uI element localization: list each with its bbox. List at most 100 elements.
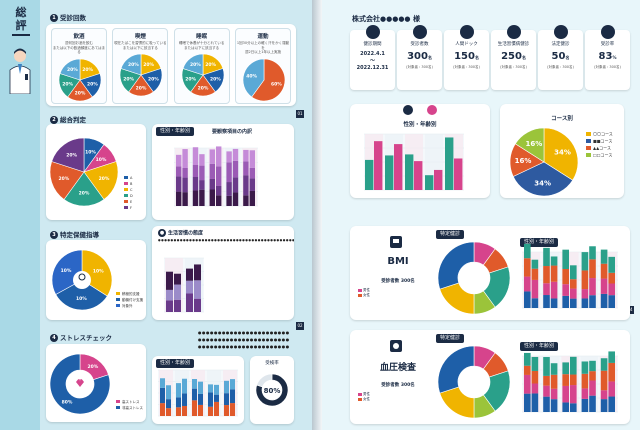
barsBMI-bar <box>581 270 589 290</box>
donut3-legend-swatch <box>116 298 120 301</box>
donut2-legend-text: D <box>130 194 133 198</box>
kpi-unit: 名 <box>521 55 526 60</box>
blood-pressure-icon <box>390 340 402 352</box>
barsBP-bar <box>524 374 531 394</box>
barsBP-bar <box>570 385 577 404</box>
barsBMI-bar <box>581 298 589 308</box>
barsBMI-bar <box>570 279 577 289</box>
bars3-bar <box>166 271 173 290</box>
bars2-bar <box>199 189 205 206</box>
bmi-icon <box>390 236 402 248</box>
barsBP-bar <box>581 388 589 399</box>
stress-chart-tab: 性別・年齢別 <box>156 359 195 368</box>
donut4-label: 80% <box>62 399 73 405</box>
barsBP-bar <box>581 373 589 389</box>
section3-label: 3 特定保健指導 <box>50 229 99 239</box>
stress-ring-slice <box>255 373 289 407</box>
course-pie-chart: 34% 34% 16% 16% 〇〇コース ■■コース ▲▲コース □□コース <box>509 127 613 197</box>
bars4-bar <box>166 399 171 409</box>
bars4-bar <box>214 394 219 402</box>
lifestyle-pie-label: 20% <box>87 81 98 87</box>
overall-chart-tab: 性別・年齢別 <box>156 127 195 136</box>
bars2-bar <box>216 195 222 206</box>
kpi-value: 150名 <box>454 51 479 62</box>
bars3-bar <box>186 268 193 281</box>
bars3-bar <box>186 293 193 312</box>
bars2-bar <box>249 190 255 206</box>
lifestyle-item-title: 睡眠 <box>196 34 208 40</box>
kpi-value: 83% <box>598 51 617 62</box>
kpi-icon <box>365 25 380 39</box>
bars3-bar <box>194 298 201 312</box>
section1-label-text: 受診回数 <box>60 14 86 22</box>
stress-note-dots-1: ●●●●●●●●●●●●●●●●●●●●●●● <box>198 330 290 335</box>
barsBMI-bar <box>550 281 558 299</box>
barsBMI-bar <box>531 279 539 299</box>
donut2-legend-swatch <box>124 188 128 191</box>
bars2-bar <box>216 146 222 167</box>
bars3-bar <box>174 299 181 312</box>
legend-swatch <box>358 392 362 396</box>
barsBP-bar <box>550 388 558 400</box>
page-title: 総評 <box>12 6 30 36</box>
donut3-legend-text: 動機付け支援 <box>122 297 143 302</box>
donut2-label: 20% <box>79 191 90 197</box>
barsBP-bar <box>524 393 531 412</box>
section4-label: 4 ストレスチェック <box>50 332 112 342</box>
legend-item: 女性 <box>358 293 370 298</box>
donut2-label: 10% <box>96 157 107 163</box>
bars2-bar <box>176 191 182 206</box>
bp-chart-tab: 性別・年齢別 <box>520 342 559 351</box>
legend-text: 女性 <box>363 293 370 297</box>
donut2-label: 10% <box>85 150 96 156</box>
section1-label: 1 受診回数 <box>50 12 86 22</box>
bars4-bar <box>224 380 229 394</box>
kpi-unit: 名 <box>427 55 432 60</box>
lifestyle-pie-slice <box>120 53 142 76</box>
bars2-bar <box>249 167 255 179</box>
barsBP-bar <box>600 399 608 412</box>
bmi-bar-chart <box>522 243 618 309</box>
barsBP-bar <box>581 398 589 412</box>
kpi-card: 生活習慣病健診 250名 (対象者 : 300名) <box>491 25 536 90</box>
lifestyle-pie-label: 60% <box>271 81 282 87</box>
course-legend-text: 〇〇コース <box>593 132 613 137</box>
bars3-bar <box>166 300 173 312</box>
kpi-sub: (対象者 : 300名) <box>594 65 621 69</box>
donut2-slice <box>49 161 85 200</box>
bars4-bar <box>198 393 203 405</box>
kpi-sub: (対象者 : 300名) <box>453 65 480 69</box>
bars4-bar <box>198 381 203 394</box>
barsR1-bar <box>454 158 463 190</box>
donut3-legend-text: 積極的支援 <box>122 291 140 296</box>
doctor-illustration-icon <box>9 48 31 94</box>
kpi-unit: 名 <box>474 55 479 60</box>
donut4-label: 20% <box>88 364 99 370</box>
stress-bar-chart <box>158 369 238 417</box>
bars4-bar <box>182 378 187 394</box>
bars2-bar <box>192 176 199 191</box>
course-pie-label: 16% <box>525 140 542 148</box>
lifestyle-pie-slice <box>242 58 265 97</box>
barsR1-bar <box>385 155 394 190</box>
stress-ring-slice <box>256 373 273 388</box>
barsBP-bar <box>570 356 577 375</box>
bmi-legend: 男性 女性 <box>358 288 370 298</box>
barsBMI-bar <box>581 252 589 271</box>
barsBMI-bar <box>562 268 569 285</box>
bp-name: 血圧検査 <box>379 363 416 373</box>
bars2-bar <box>216 166 222 186</box>
stress-rate-label: 受検率 <box>265 361 279 366</box>
bars4-bar <box>230 389 235 404</box>
barsBP-bar <box>600 390 608 400</box>
barsBMI-bar <box>543 247 550 267</box>
donut2-legend-swatch <box>124 176 128 179</box>
barsBP-bar <box>608 351 615 363</box>
bars4-bar <box>176 383 181 398</box>
barsBP-bar <box>608 396 615 412</box>
bmi-card: BMI 受診者数 300名 男性 女性 特定健診 性別・年齢別 <box>350 226 630 320</box>
bmi-tag: 特定健診 <box>436 230 465 239</box>
bars2-bar <box>226 151 232 163</box>
